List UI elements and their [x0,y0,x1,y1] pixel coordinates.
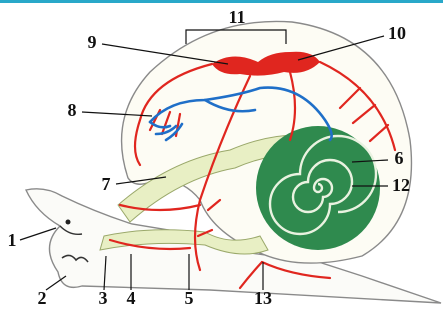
callout-label: 10 [388,23,406,43]
callout-label: 9 [88,32,97,52]
callout-label: 7 [102,174,111,194]
callout-label: 12 [392,175,410,195]
snail-drawing [26,21,441,303]
callout-label: 5 [185,288,194,308]
callout-label: 2 [38,288,47,308]
snail-anatomy-diagram: 1 2 3 4 5 6 7 8 9 10 11 12 13 [0,0,443,312]
callout-label: 8 [68,100,77,120]
callout-label: 11 [228,7,245,27]
callout-label: 3 [99,288,108,308]
callout-label: 4 [127,288,136,308]
callout-label: 6 [395,148,404,168]
callout-label: 1 [8,230,17,250]
callout-label: 13 [254,288,272,308]
